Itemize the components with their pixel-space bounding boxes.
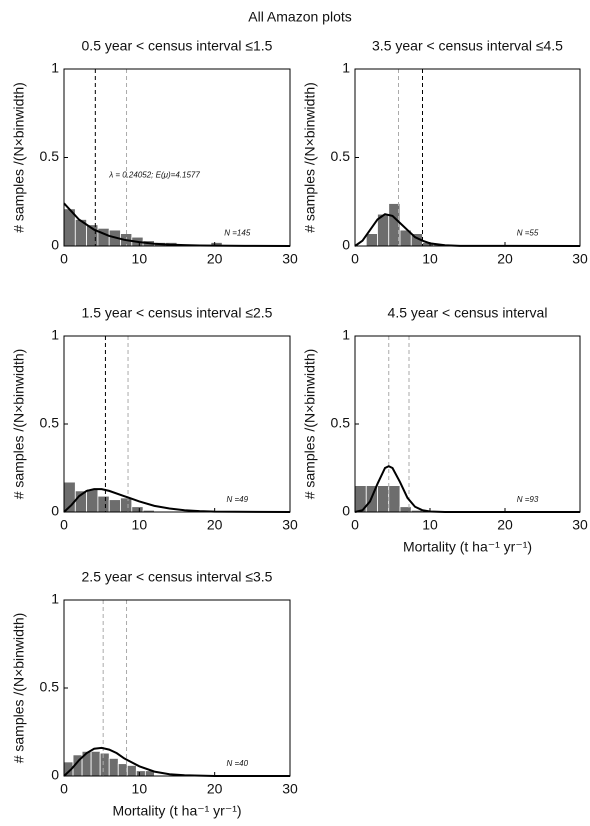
fit-curve (63, 746, 290, 777)
x-tick-label: 0 (60, 781, 68, 797)
fit-curve (354, 213, 581, 247)
x-axis-label: Mortality (t ha⁻¹ yr⁻¹) (403, 539, 532, 555)
y-axis-label: # samples /(N×binwidth) (11, 349, 27, 500)
x-tick-label: 20 (207, 251, 223, 267)
histogram-bar (99, 752, 110, 777)
panel: 0.5 year < census interval ≤1.5 # samples… (11, 38, 298, 267)
figure-title: All Amazon plots (248, 9, 352, 25)
histogram-bar (97, 495, 110, 513)
panel: 2.5 year < census interval ≤3.5 # samples… (11, 569, 298, 819)
fit-curve (354, 465, 580, 513)
x-tick-label: 0 (351, 517, 359, 533)
histogram-bar (399, 506, 412, 513)
y-tick-label: 1 (51, 591, 59, 607)
panel: 3.5 year < census interval ≤4.5 # samples… (302, 38, 588, 267)
axes-box (63, 335, 291, 513)
y-tick-label: 0 (51, 503, 59, 519)
axes-box (63, 599, 291, 777)
y-tick-label: 0 (51, 767, 59, 783)
y-tick-label: 0.5 (331, 415, 351, 431)
histogram-bar (86, 488, 99, 513)
histogram-bar (108, 499, 121, 513)
histogram-bar (120, 497, 133, 513)
x-tick-label: 0 (60, 517, 68, 533)
y-tick-label: 0.5 (331, 148, 351, 164)
histogram-bar (377, 485, 390, 513)
y-tick-label: 0.5 (40, 148, 60, 164)
y-tick-label: 0.5 (40, 415, 60, 431)
panel-title: 2.5 year < census interval ≤3.5 (82, 569, 273, 585)
sample-count: N =40 (226, 759, 248, 768)
x-tick-label: 30 (572, 251, 588, 267)
x-tick-label: 20 (207, 517, 223, 533)
y-tick-label: 1 (342, 60, 350, 76)
histogram-bar (117, 763, 128, 777)
histogram-bar (135, 770, 146, 777)
y-axis-label: # samples /(N×binwidth) (11, 82, 27, 233)
x-tick-label: 30 (282, 517, 298, 533)
fit-annotation: λ = 0.24052; E(μ)=4.1577 (108, 170, 200, 179)
x-tick-label: 10 (132, 781, 148, 797)
y-tick-label: 0 (342, 237, 350, 253)
histogram-bar (126, 765, 137, 777)
x-tick-label: 10 (132, 517, 148, 533)
panel-title: 4.5 year < census interval (388, 305, 548, 321)
sample-count: N =55 (517, 229, 539, 238)
histogram-bar (131, 506, 144, 513)
y-tick-label: 1 (51, 60, 59, 76)
x-tick-label: 30 (282, 251, 298, 267)
y-axis-label: # samples /(N×binwidth) (302, 349, 318, 500)
x-tick-label: 30 (282, 781, 298, 797)
y-tick-label: 0.5 (40, 679, 60, 695)
y-axis-label: # samples /(N×binwidth) (302, 82, 318, 233)
x-axis-label: Mortality (t ha⁻¹ yr⁻¹) (112, 803, 241, 819)
histogram-bar (108, 758, 119, 777)
y-tick-label: 1 (51, 327, 59, 343)
y-tick-label: 0 (51, 237, 59, 253)
panel-title: 0.5 year < census interval ≤1.5 (82, 38, 273, 54)
x-tick-label: 10 (132, 251, 148, 267)
sample-count: N =93 (517, 495, 539, 504)
y-tick-label: 1 (342, 327, 350, 343)
y-tick-label: 0 (342, 503, 350, 519)
axes-box (63, 68, 291, 247)
histogram-bar (365, 233, 378, 247)
x-tick-label: 0 (351, 251, 359, 267)
histogram-bar (90, 750, 101, 777)
x-tick-label: 20 (207, 781, 223, 797)
panel: 1.5 year < census interval ≤2.5 # samples… (11, 305, 298, 533)
x-tick-label: 10 (422, 517, 438, 533)
y-axis-label: # samples /(N×binwidth) (11, 613, 27, 764)
sample-count: N =145 (224, 229, 251, 238)
x-tick-label: 0 (60, 251, 68, 267)
panel: 4.5 year < census interval # samples /(N×… (302, 305, 588, 555)
x-tick-label: 30 (572, 517, 588, 533)
x-tick-label: 10 (422, 251, 438, 267)
fit-curve (63, 488, 291, 513)
sample-count: N =49 (226, 495, 248, 504)
panel-title: 3.5 year < census interval ≤4.5 (372, 38, 563, 54)
x-tick-label: 20 (497, 517, 513, 533)
histogram-bar (388, 485, 401, 513)
panel-title: 1.5 year < census interval ≤2.5 (82, 305, 273, 321)
x-tick-label: 20 (497, 251, 513, 267)
